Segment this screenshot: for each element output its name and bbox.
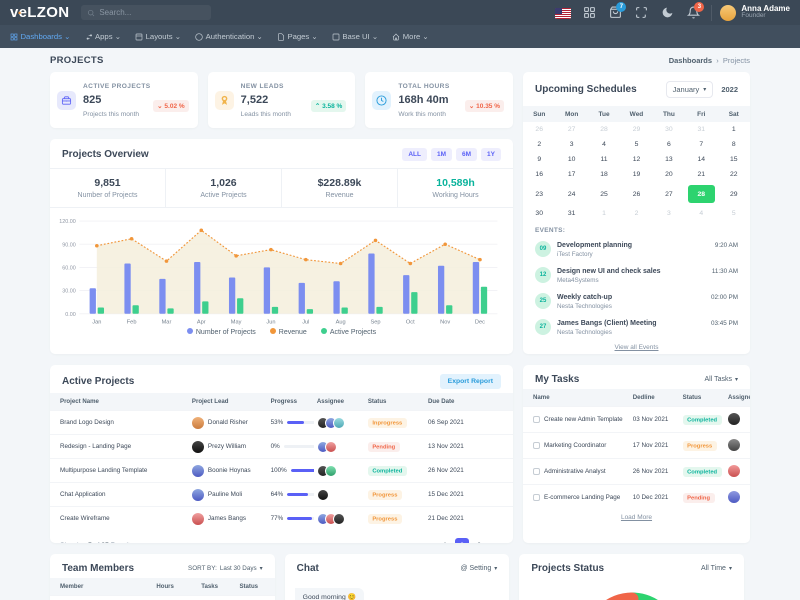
svg-text:60.00: 60.00 bbox=[62, 266, 76, 272]
svg-text:0.00: 0.00 bbox=[65, 312, 76, 318]
svg-text:Feb: Feb bbox=[127, 319, 137, 325]
svg-text:Aug: Aug bbox=[336, 319, 346, 325]
svg-text:90.00: 90.00 bbox=[62, 242, 76, 248]
svg-text:Jun: Jun bbox=[266, 319, 275, 325]
svg-text:Oct: Oct bbox=[406, 319, 415, 325]
svg-text:Nov: Nov bbox=[440, 319, 450, 325]
svg-text:Apr: Apr bbox=[197, 319, 206, 325]
svg-text:30.00: 30.00 bbox=[62, 289, 76, 295]
svg-text:Dec: Dec bbox=[475, 319, 485, 325]
svg-text:May: May bbox=[231, 319, 242, 325]
svg-text:Jul: Jul bbox=[302, 319, 309, 325]
svg-text:Sep: Sep bbox=[370, 319, 380, 325]
svg-text:120.00: 120.00 bbox=[59, 219, 76, 225]
svg-text:Mar: Mar bbox=[162, 319, 172, 325]
svg-text:Jan: Jan bbox=[92, 319, 101, 325]
